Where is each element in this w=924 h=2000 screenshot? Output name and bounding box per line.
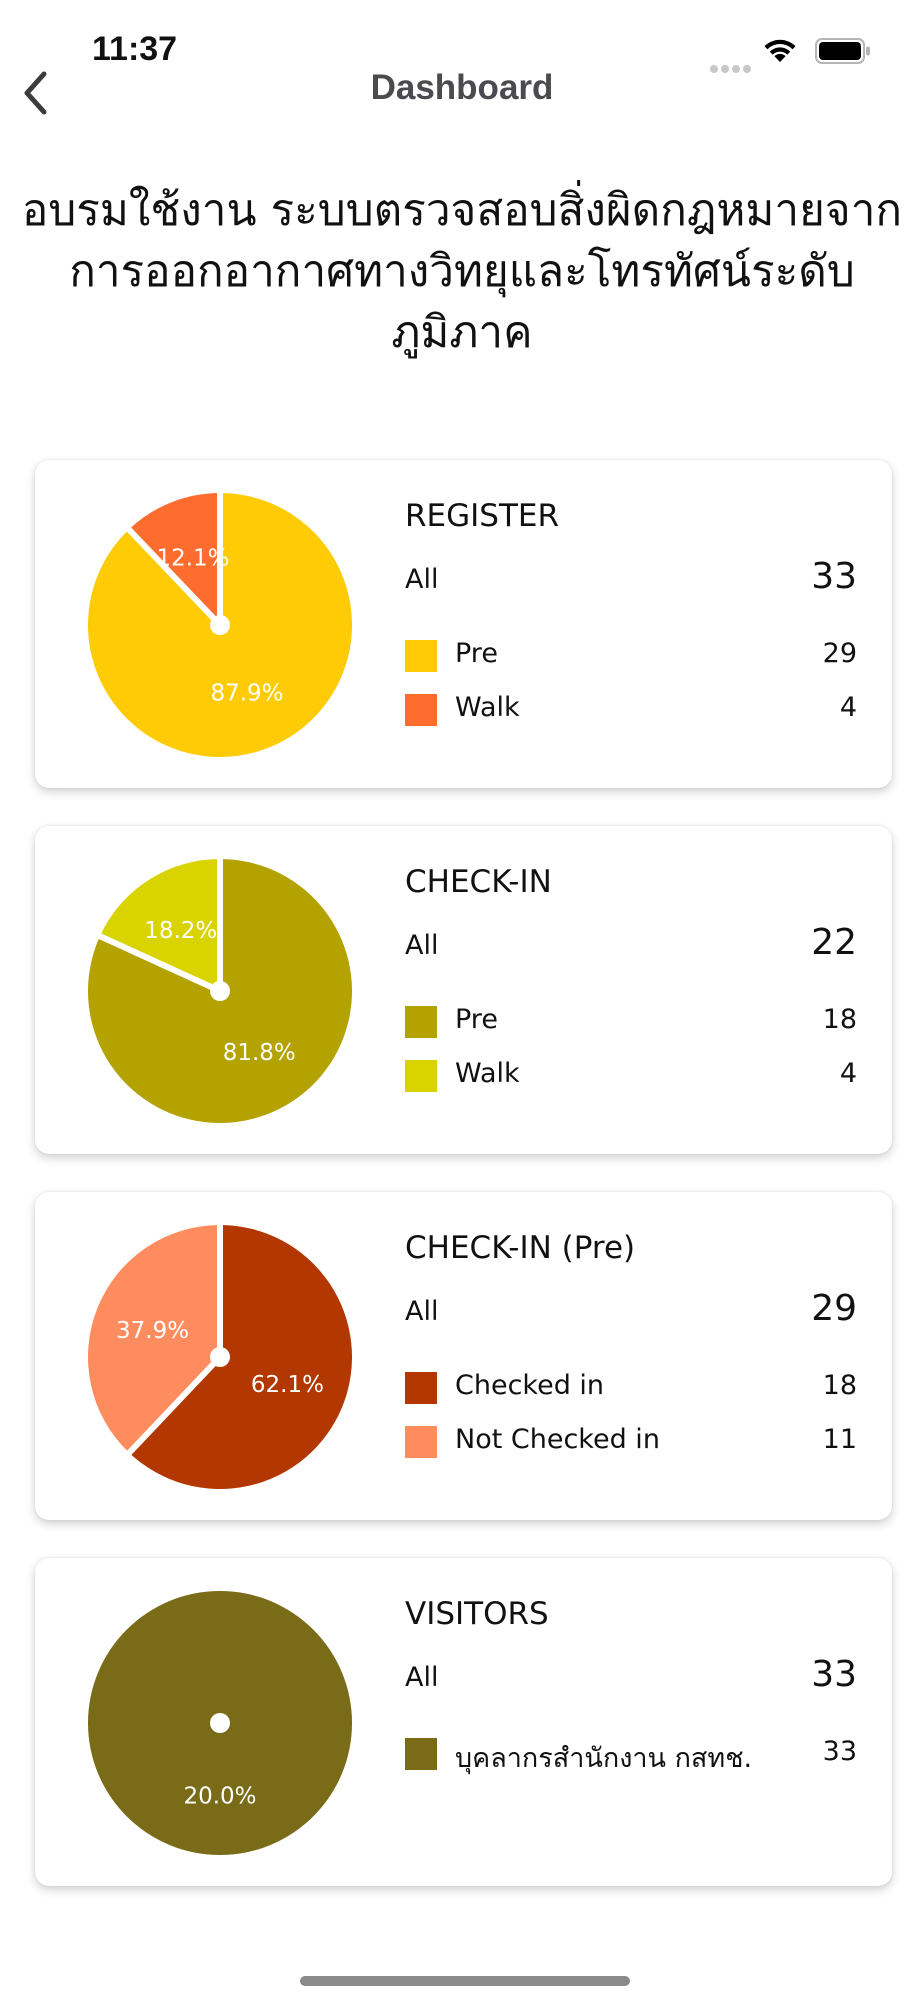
page-title: อบรมใช้งาน ระบบตรวจสอบสิ่งผิดกฎหมายจากกา… [21,185,903,358]
navigation-bar: Dashboard [0,60,924,124]
pie-slice-label: 62.1% [251,1372,324,1398]
legend-swatch [405,1372,437,1404]
legend-swatch [405,1738,437,1770]
all-label: All [405,564,439,595]
card-heading: CHECK-IN (Pre) [405,1230,636,1266]
all-value: 33 [811,556,857,597]
pie-slice [128,493,220,625]
legend-label: Checked in [455,1370,605,1401]
visitors-card: 20.0% VISITORS All 33 บุคลากรสำนักงาน กส… [35,1558,892,1886]
home-indicator [300,1976,630,1986]
legend-swatch [405,694,437,726]
pie-center-dot [210,615,230,635]
legend-swatch [405,1006,437,1038]
all-label: All [405,1662,439,1693]
pie-slice-label: 87.9% [210,680,283,706]
legend-item: Not Checked in 11 [405,1424,857,1460]
pie-slice-separator [125,1354,223,1457]
all-label: All [405,930,439,961]
pie-slice-separator [96,932,222,994]
legend-swatch [405,640,437,672]
register-pie-chart: 87.9%12.1% [87,491,353,757]
legend-label: Walk [455,692,520,723]
nav-title: Dashboard [370,68,554,107]
visitors-pie-chart: 20.0% [88,1591,352,1855]
check-in-pie-chart: 81.8% 18.2% [88,857,353,1123]
legend-label: Pre [455,638,498,669]
legend-label: บุคลากรสำนักงาน กสทช. [455,1743,753,1774]
card-heading: VISITORS [405,1596,549,1632]
all-label: All [405,1296,439,1327]
pie-slice-label: 37.9% [116,1318,189,1344]
legend-item: Pre 18 [405,1004,857,1040]
check-in-pre-card: 62.1% 37.9% CHECK-IN (Pre) All 29 Checked… [35,1192,892,1520]
pie-center-dot [210,1713,230,1733]
status-time: 11:37 [92,30,178,68]
pie-slice-label: 20.0% [183,1784,256,1810]
battery-icon [815,38,870,64]
legend-item: Pre 29 [405,638,857,674]
legend-label: Pre [455,1004,498,1035]
pie-center-dot [210,1347,230,1367]
pie-slice-separator [125,525,223,628]
chevron-left-icon [24,71,47,115]
pie-slice [129,1225,352,1489]
pie-slice [87,1225,220,1453]
legend-value: 11 [822,1424,857,1455]
all-value: 22 [811,922,857,963]
pie-center-dot [210,981,230,1001]
card-heading: CHECK-IN [405,864,552,900]
cellular-signal-icon [710,58,754,77]
legend-item: Checked in 18 [405,1370,857,1406]
legend-item: Walk 4 [405,1058,857,1094]
legend-value: 4 [839,1058,857,1089]
legend-value: 18 [822,1004,857,1035]
card-heading: REGISTER [405,498,560,534]
pie-slice-label: 81.8% [223,1040,296,1066]
check-in-card: 81.8% 18.2% CHECK-IN All 22 Pre 18 Walk 4 [35,826,892,1154]
legend-item: Walk 4 [405,692,857,728]
check-in-pre-pie-chart: 62.1% 37.9% [87,1223,352,1489]
all-value: 29 [811,1288,857,1329]
legend-value: 33 [822,1736,857,1767]
back-button[interactable] [14,66,64,120]
all-value: 33 [811,1654,857,1695]
legend-label: Walk [455,1058,520,1089]
legend-label: Not Checked in [455,1424,660,1455]
pie-slice [99,859,220,991]
wifi-icon [764,39,796,62]
pie-slice-label: 18.2% [144,918,217,944]
legend-value: 4 [839,692,857,723]
legend-item: บุคลากรสำนักงาน กสทช. 33 [405,1736,857,1774]
register-card: 87.9% 12.1% REGISTER All 33 Pre 29 Walk 4 [35,460,892,788]
legend-value: 29 [822,638,857,669]
status-bar: 11:37 [0,0,924,80]
legend-value: 18 [822,1370,857,1401]
legend-swatch [405,1060,437,1092]
legend-swatch [405,1426,437,1458]
